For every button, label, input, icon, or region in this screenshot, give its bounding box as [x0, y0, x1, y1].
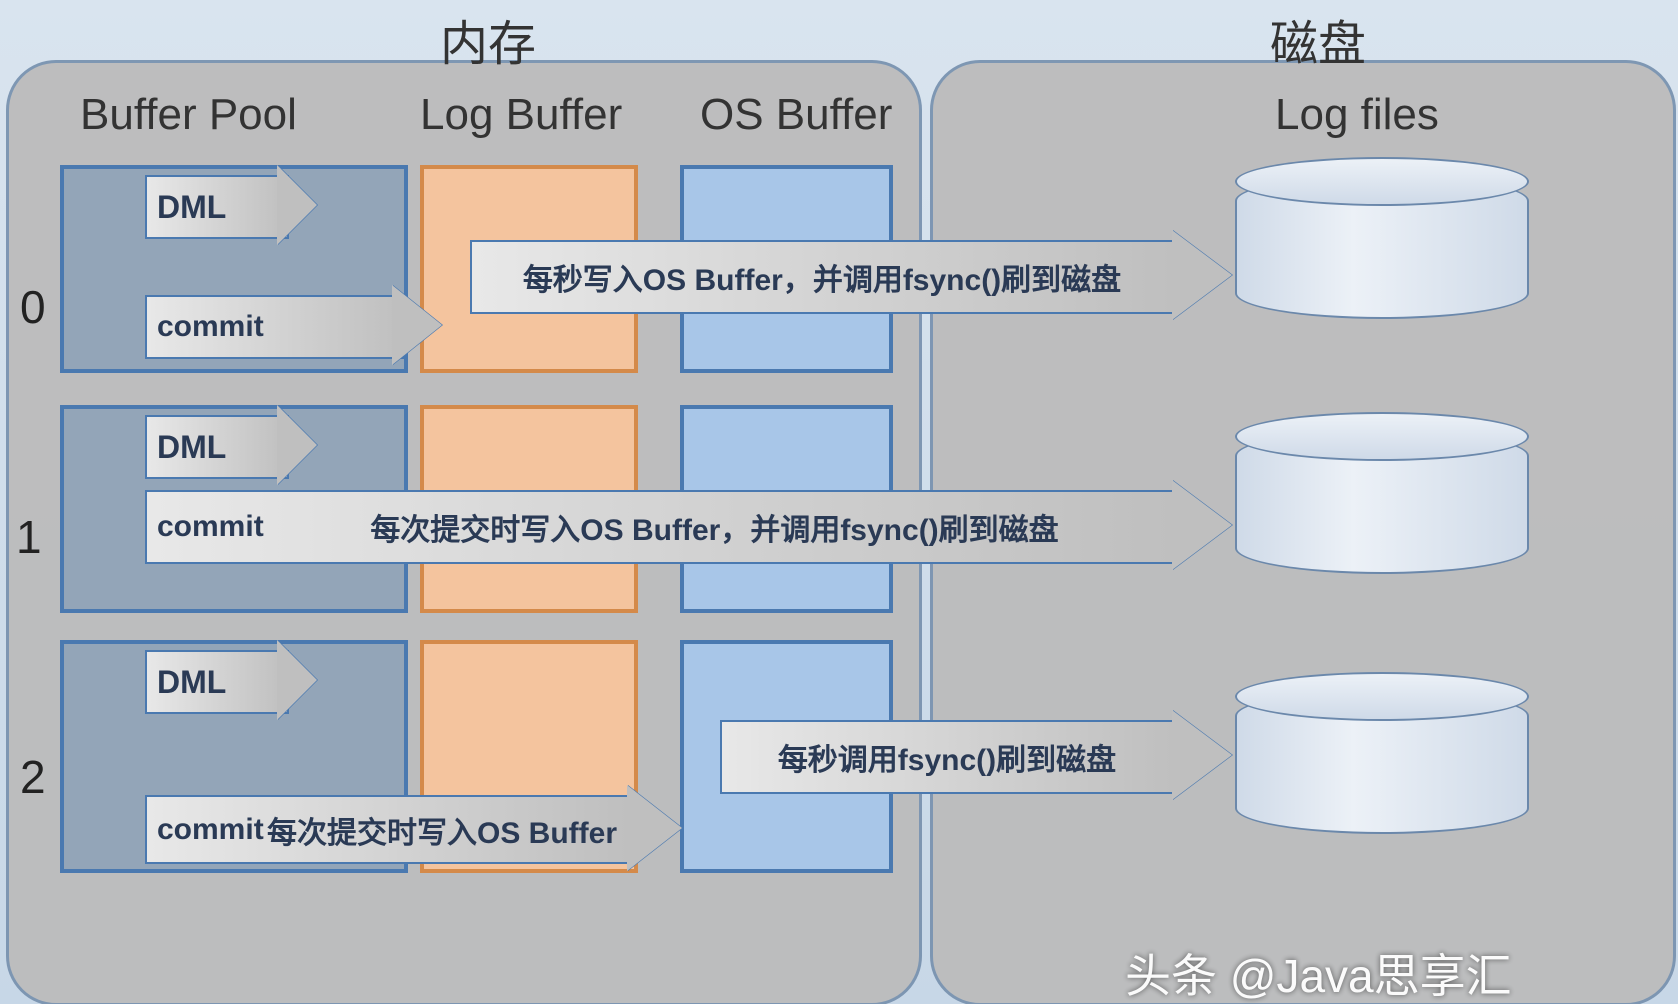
- row0-disk-top: [1235, 157, 1529, 206]
- watermark: 头条 @Java思享汇: [1125, 940, 1512, 1004]
- row0-commit-arrow: commit: [145, 295, 404, 359]
- row2-arrow2-head: [1172, 710, 1232, 800]
- disk-title: 磁盘: [1270, 4, 1366, 74]
- header-3: Log files: [1275, 90, 1439, 140]
- header-1: Log Buffer: [420, 90, 622, 140]
- row2-arrow2: 每秒调用fsync()刷到磁盘: [720, 720, 1174, 794]
- row0-dml-arrow: DML: [145, 175, 289, 239]
- memory-title: 内存: [440, 4, 536, 74]
- row0-dml-arrow-head: [277, 165, 317, 245]
- row2-commit-arrow-head: [627, 785, 682, 871]
- row2-commit-arrow: commit每次提交时写入OS Buffer: [145, 795, 629, 864]
- row1-num: 1: [16, 510, 42, 564]
- row0-num: 0: [20, 280, 46, 334]
- row0-main-arrow: 每秒写入OS Buffer，并调用fsync()刷到磁盘: [470, 240, 1174, 314]
- row2-commit-arrow-label: 每次提交时写入OS Buffer: [267, 808, 617, 852]
- row1-disk-top: [1235, 412, 1529, 461]
- row1-dml-arrow: DML: [145, 415, 289, 479]
- row2-dml-arrow-head: [277, 640, 317, 720]
- row2-num: 2: [20, 750, 46, 804]
- header-0: Buffer Pool: [80, 90, 297, 140]
- row2-commit-arrow-tag: commit: [157, 813, 264, 847]
- row0-main-arrow-head: [1172, 230, 1232, 320]
- row0-commit-arrow-head: [392, 285, 442, 365]
- row1-commit-arrow-label: 每次提交时写入OS Buffer，并调用fsync()刷到磁盘: [370, 505, 1058, 549]
- row1-dml-arrow-head: [277, 405, 317, 485]
- row1-commit-arrow: commit 每次提交时写入OS Buffer，并调用fsync()刷到磁盘: [145, 490, 1174, 564]
- row1-commit-arrow-tag: commit: [157, 510, 264, 544]
- row2-dml-arrow: DML: [145, 650, 289, 714]
- header-2: OS Buffer: [700, 90, 892, 140]
- row2-disk-top: [1235, 672, 1529, 721]
- row1-commit-arrow-head: [1172, 480, 1232, 570]
